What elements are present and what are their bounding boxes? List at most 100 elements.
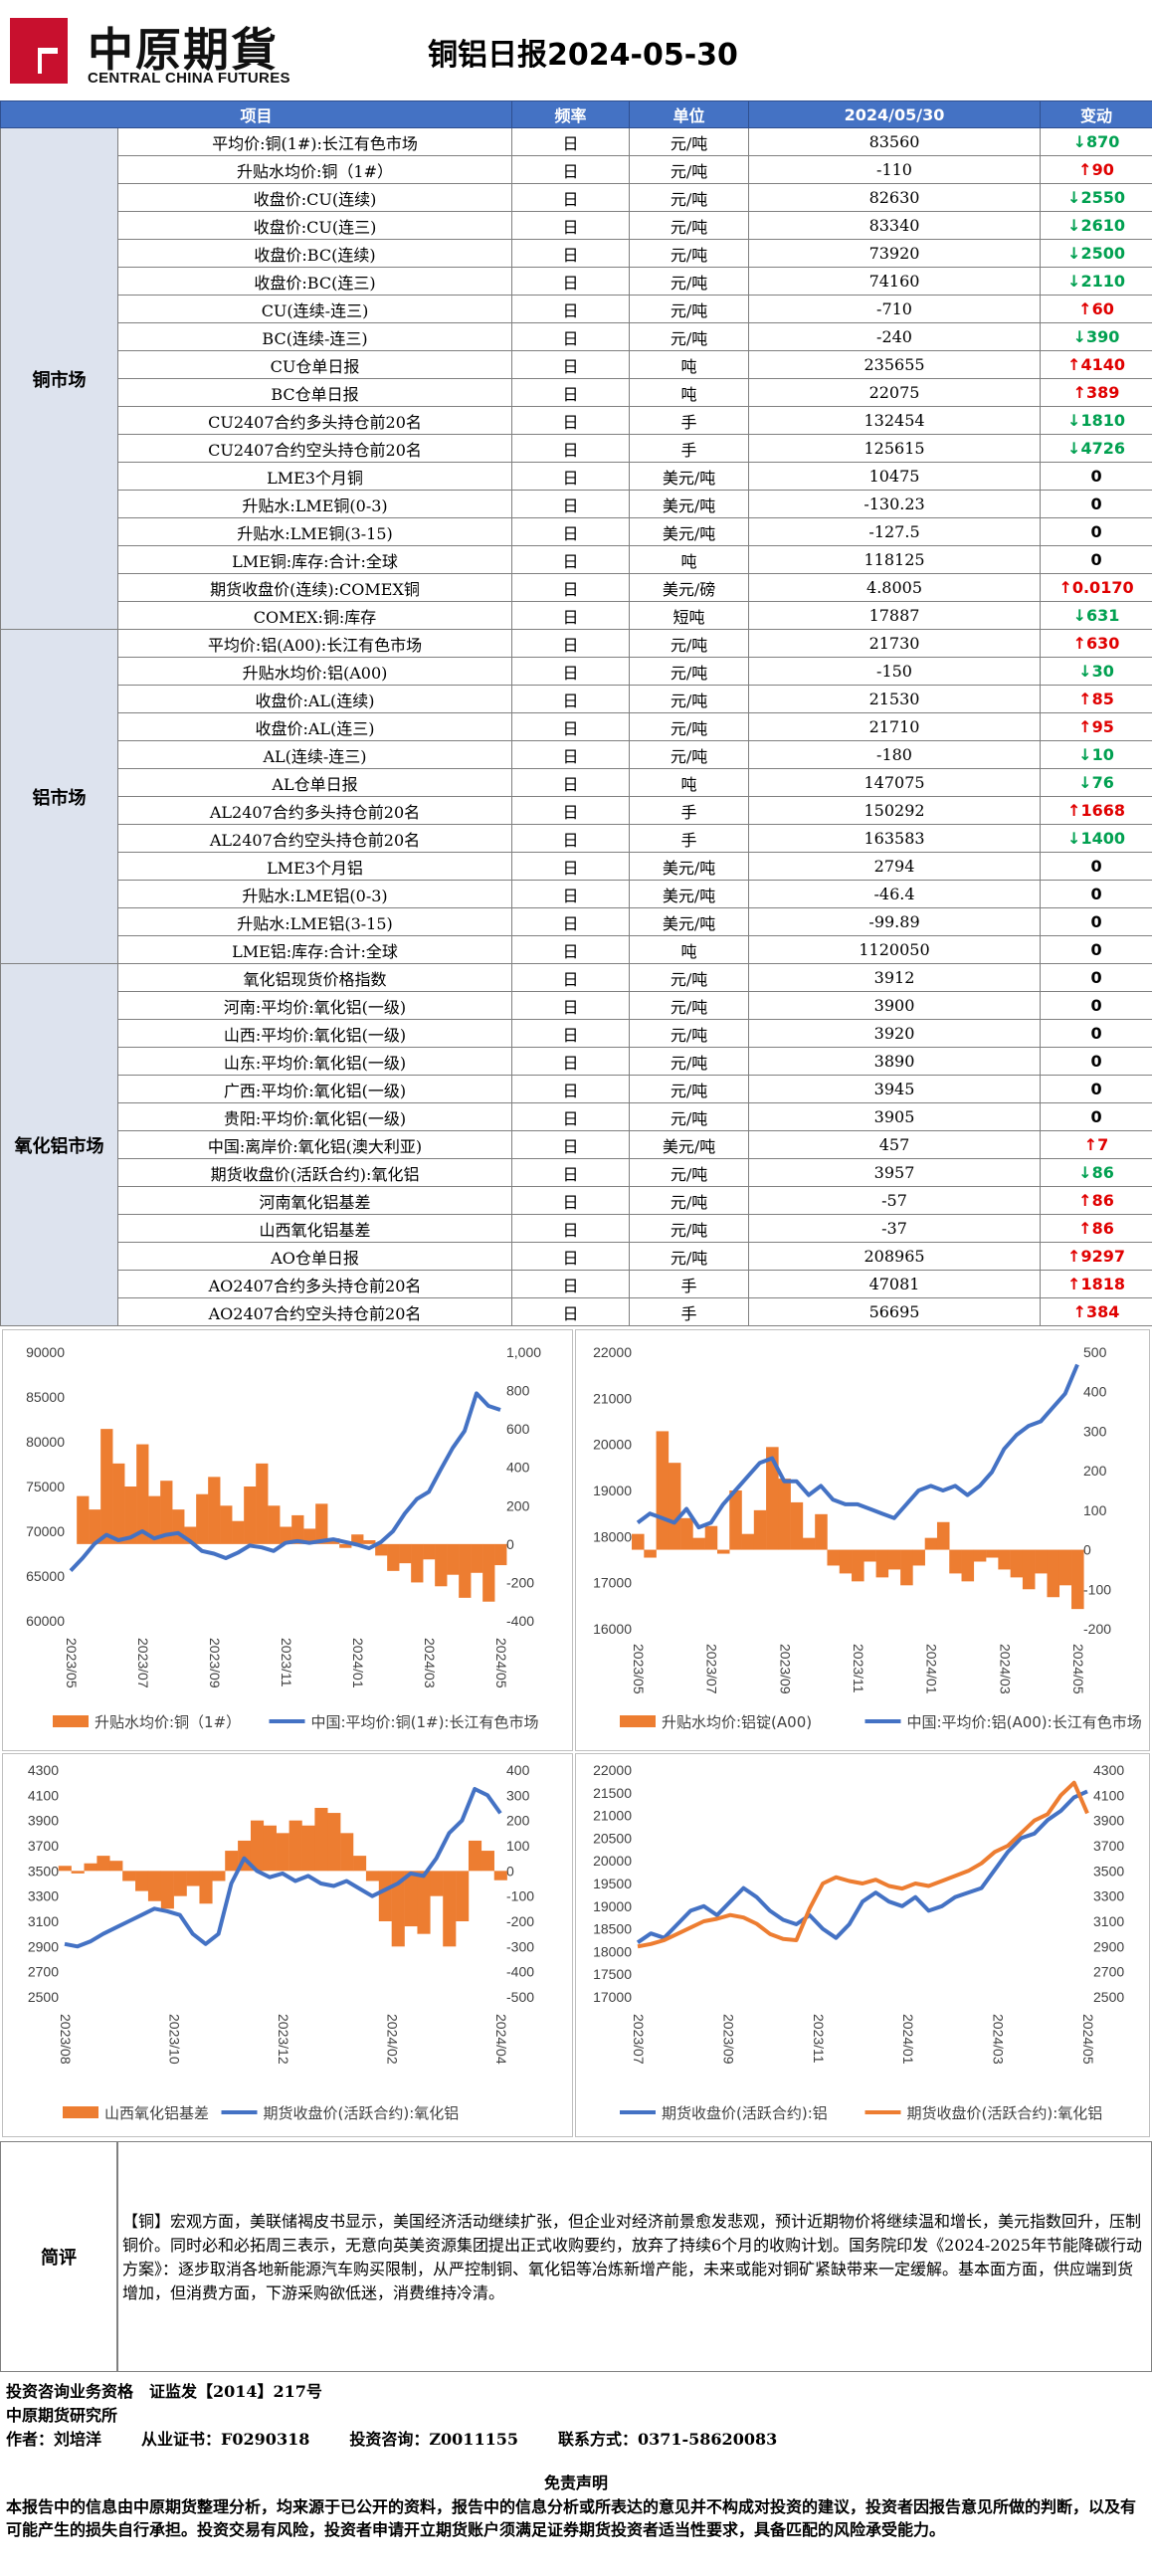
unit-cell: 元/吨 <box>629 1186 750 1215</box>
arrow-down-icon: ↓ <box>1078 1163 1092 1182</box>
change-cell: ↑389 <box>1040 378 1152 407</box>
category-cell: 铜市场 <box>0 127 118 630</box>
x-tick-label: 2024/01 <box>900 2014 916 2065</box>
item-cell: 山西氧化铝基差 <box>116 1214 513 1243</box>
unit-cell: 元/吨 <box>629 1047 750 1076</box>
area-bar <box>423 1543 436 1560</box>
item-cell: 平均价:铝(A00):长江有色市场 <box>116 629 513 658</box>
arrow-up-icon: ↑ <box>1078 1191 1092 1210</box>
change-cell: ↑85 <box>1040 685 1152 713</box>
x-tick-label: 2024/01 <box>924 1644 940 1694</box>
item-cell: LME3个月铝 <box>116 852 513 881</box>
change-cell: ↑1818 <box>1040 1270 1152 1298</box>
y-tick-label: 18000 <box>593 1528 632 1544</box>
y2-tick-label: 3100 <box>1093 1913 1124 1929</box>
table-row: 升贴水均价:铜（1#）日元/吨 -110 ↑90 <box>1 155 1152 184</box>
company-logo-icon <box>10 18 68 84</box>
unit-cell: 美元/吨 <box>629 907 750 936</box>
change-cell: 0 <box>1040 963 1152 992</box>
y2-tick-label: 500 <box>1083 1344 1107 1360</box>
legend-label: 期货收盘价(活跃合约):氧化铝 <box>264 2104 460 2122</box>
table-row: AO2407合约多头持仓前20名日手 47081 ↑1818 <box>1 1270 1152 1298</box>
legend-label: 中国:平均价:铝(A00):长江有色市场 <box>907 1713 1142 1731</box>
area-bar <box>256 1463 269 1544</box>
y-tick-label: 4300 <box>28 1762 59 1778</box>
change-value: 60 <box>1091 299 1114 318</box>
y2-tick-label: 0 <box>506 1536 514 1552</box>
area-bar <box>1035 1549 1048 1574</box>
area-bar <box>314 1808 328 1872</box>
arrow-up-icon: ↑ <box>1078 160 1092 179</box>
item-cell: 收盘价:BC(连三) <box>116 267 513 296</box>
y-tick-label: 18000 <box>593 1943 632 1959</box>
value-cell: 3920 <box>748 1019 1042 1048</box>
unit-cell: 元/吨 <box>629 657 750 686</box>
frequency-cell: 日 <box>511 1214 631 1243</box>
column-header-frequency: 频率 <box>511 100 631 128</box>
area-bar <box>77 1495 90 1544</box>
unit-cell: 美元/磅 <box>629 573 750 602</box>
area-bar <box>815 1513 828 1550</box>
copper-premium-price-chart: 60000 65000 70000 75000 80000 85000 90000 -400 -… <box>2 1329 573 1751</box>
column-header-unit: 单位 <box>629 100 750 128</box>
legend-label: 期货收盘价(活跃合约):氧化铝 <box>907 2104 1103 2122</box>
change-cell: ↓2500 <box>1040 239 1152 268</box>
value-cell: -46.4 <box>748 880 1042 908</box>
value-cell: -240 <box>748 322 1042 351</box>
table-row: CU2407合约多头持仓前20名日手 132454 ↓1810 <box>1 406 1152 435</box>
area-bar <box>353 1856 367 1872</box>
arrow-up-icon: ↑ <box>1058 578 1072 597</box>
y2-tick-label: 600 <box>506 1421 530 1437</box>
table-row: 收盘价:BC(连续) 日元/吨 73920 ↓2500 <box>1 239 1152 268</box>
arrow-down-icon: ↓ <box>1072 132 1087 151</box>
change-value: 0 <box>1090 885 1102 903</box>
summary-text: 【铜】宏观方面，美联储褐皮书显示，美国经济活动继续扩张，但企业对经济前景愈发悲观… <box>117 2141 1152 2372</box>
y2-tick-label: -100 <box>506 1888 534 1904</box>
column-header-change: 变动 <box>1040 100 1152 128</box>
unit-cell: 元/吨 <box>629 1102 750 1131</box>
change-value: 630 <box>1086 634 1120 653</box>
author-line: 作者：刘培洋 从业证书：F0290318 投资咨询：Z0011155 联系方式：037… <box>6 2426 777 2450</box>
value-cell: 82630 <box>748 183 1042 212</box>
table-row: 收盘价:BC(连三) 日元/吨 74160 ↓2110 <box>1 267 1152 296</box>
change-cell: ↓2550 <box>1040 183 1152 212</box>
table-row: 氧化铝市场 氧化铝现货价格指数日元/吨 3912 0 <box>0 963 1152 1326</box>
arrow-down-icon: ↓ <box>1067 272 1081 291</box>
area-bar <box>303 1528 316 1544</box>
arrow-up-icon: ↑ <box>1078 690 1092 708</box>
change-value: 4140 <box>1080 355 1125 374</box>
item-cell: AL2407合约空头持仓前20名 <box>116 824 513 853</box>
table-row: CU2407合约空头持仓前20名日手 125615 ↓4726 <box>1 434 1152 463</box>
contact-number: 0371-58620083 <box>637 2430 778 2449</box>
y-tick-label: 4100 <box>28 1787 59 1803</box>
unit-cell: 元/吨 <box>629 239 750 268</box>
y2-tick-label: 2900 <box>1093 1938 1124 1954</box>
area-bar <box>852 1549 864 1582</box>
arrow-up-icon: ↑ <box>1067 355 1081 374</box>
frequency-cell: 日 <box>511 350 631 379</box>
item-cell: 氧化铝现货价格指数 <box>116 963 513 992</box>
area-bar <box>716 1549 730 1554</box>
y-tick-label: 2900 <box>28 1938 59 1954</box>
area-bar <box>96 1856 110 1872</box>
item-cell: AL(连续-连三) <box>116 740 513 769</box>
unit-cell: 元/吨 <box>629 267 750 296</box>
legend-label: 中国:平均价:铜(1#):长江有色市场 <box>311 1713 539 1731</box>
area-bar <box>741 1533 755 1550</box>
value-cell: 2794 <box>748 852 1042 881</box>
arrow-up-icon: ↑ <box>1067 801 1081 820</box>
alumina-basis-futures-chart: 2500 2700 2900 3100 3300 3500 3700 3900 4100 4300… <box>2 1753 573 2137</box>
y-tick-label: 60000 <box>26 1613 65 1629</box>
y-tick-label: 21500 <box>593 1785 632 1801</box>
frequency-cell: 日 <box>511 824 631 853</box>
change-cell: ↑60 <box>1040 295 1152 323</box>
area-bar <box>656 1431 670 1550</box>
legend-swatch <box>620 1715 656 1727</box>
x-tick-label: 2023/09 <box>777 1644 793 1694</box>
item-cell: AL仓单日报 <box>116 768 513 797</box>
y2-tick-label: 300 <box>506 1787 530 1803</box>
area-bar <box>704 1525 718 1550</box>
x-tick-label: 2023/07 <box>631 2014 647 2065</box>
change-value: 1810 <box>1080 411 1125 430</box>
y-tick-label: 17500 <box>593 1966 632 1982</box>
